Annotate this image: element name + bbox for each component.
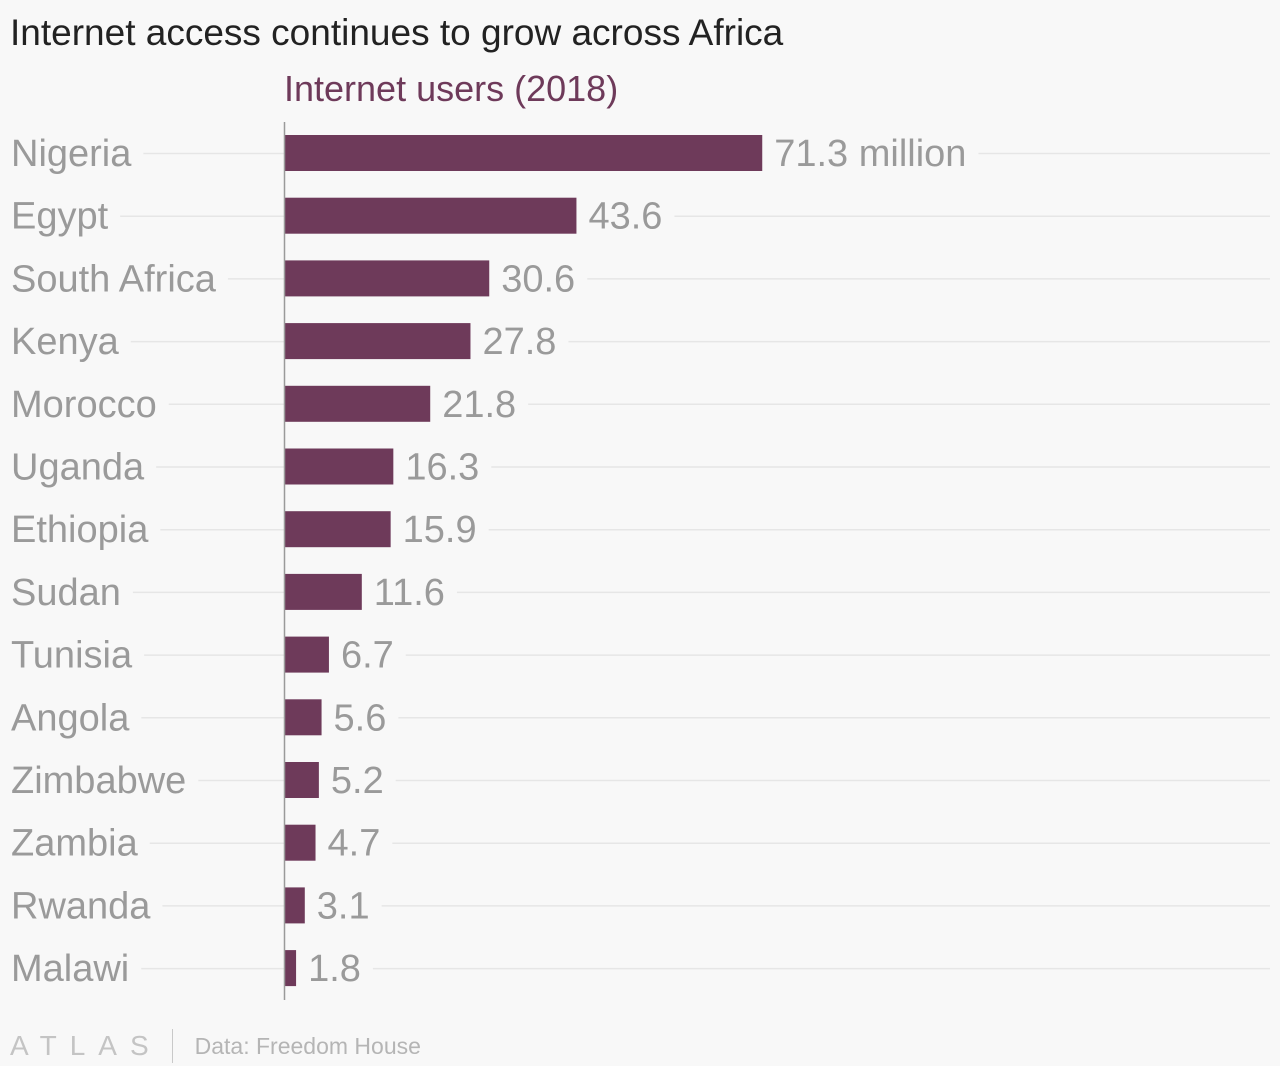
bar xyxy=(284,636,329,673)
bar xyxy=(284,260,490,297)
category-labels: Nigeria Egypt South Africa Kenya Morocco Ugan… xyxy=(11,133,217,990)
category-label: South Africa xyxy=(11,258,217,300)
category-label: Uganda xyxy=(11,447,145,489)
bar xyxy=(284,323,471,360)
bar xyxy=(284,197,577,234)
value-label: 16.3 xyxy=(405,447,479,489)
bar xyxy=(284,824,316,861)
category-label: Zimbabwe xyxy=(11,760,186,802)
category-label: Tunisia xyxy=(11,635,133,677)
category-label: Nigeria xyxy=(11,133,132,175)
value-label: 4.7 xyxy=(328,823,381,865)
bar xyxy=(284,699,322,736)
value-label: 30.6 xyxy=(501,258,575,300)
category-label: Sudan xyxy=(11,572,121,614)
value-label: 5.6 xyxy=(334,697,387,739)
category-label: Zambia xyxy=(11,823,139,865)
value-label: 6.7 xyxy=(341,635,394,677)
category-label: Morocco xyxy=(11,384,157,426)
category-label: Rwanda xyxy=(11,885,151,927)
value-label: 1.8 xyxy=(308,948,361,990)
value-label: 5.2 xyxy=(331,760,384,802)
source-note: Data: Freedom House xyxy=(194,1032,421,1059)
bar xyxy=(284,573,362,610)
category-label: Angola xyxy=(11,697,130,739)
bar xyxy=(284,135,763,171)
category-label: Kenya xyxy=(11,321,120,363)
footer: ATLAS Data: Freedom House xyxy=(10,1028,421,1064)
footer-divider xyxy=(171,1029,173,1063)
bar xyxy=(284,448,394,485)
value-label: 15.9 xyxy=(403,509,477,551)
value-label: 21.8 xyxy=(442,384,516,426)
value-label: 11.6 xyxy=(374,572,445,614)
bar xyxy=(284,762,319,798)
category-label: Ethiopia xyxy=(11,509,149,551)
series-title: Internet users (2018) xyxy=(284,68,618,109)
category-label: Malawi xyxy=(11,948,129,990)
bar xyxy=(284,950,297,987)
chart-title: Internet access continues to grow across… xyxy=(10,12,784,53)
grid-lines xyxy=(120,152,1270,970)
value-label: 43.6 xyxy=(588,196,662,238)
bars xyxy=(284,135,763,987)
value-label: 27.8 xyxy=(482,321,556,363)
category-label: Egypt xyxy=(11,196,109,238)
bar xyxy=(284,887,305,924)
value-label: 3.1 xyxy=(317,885,370,927)
value-labels: 71.3 million 43.6 30.6 27.8 21.8 16.3 15.9 11.6… xyxy=(308,133,966,990)
bar xyxy=(284,385,431,422)
bar xyxy=(284,511,391,548)
atlas-logo: ATLAS xyxy=(10,1030,162,1061)
value-label: 71.3 million xyxy=(774,133,966,175)
